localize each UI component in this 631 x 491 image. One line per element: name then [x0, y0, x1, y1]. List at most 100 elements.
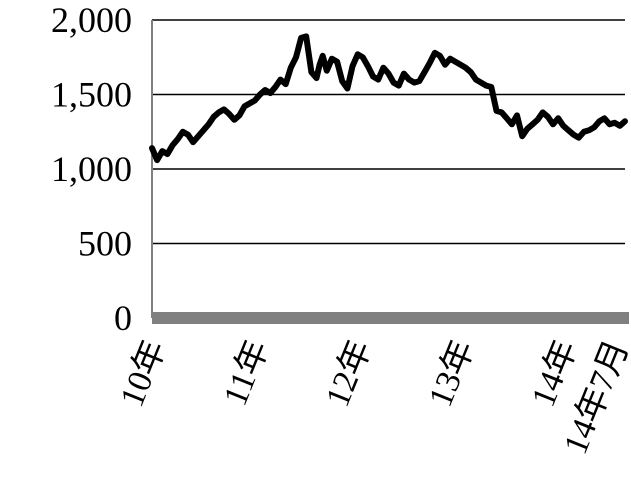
- data-point: [262, 87, 268, 93]
- data-point: [272, 84, 278, 90]
- gridlines: [152, 19, 625, 245]
- data-point: [504, 115, 510, 121]
- data-point: [159, 148, 165, 154]
- data-point: [380, 65, 386, 71]
- data-point: [350, 63, 355, 69]
- data-point: [550, 121, 556, 127]
- data-point: [211, 114, 217, 120]
- data-point: [432, 50, 438, 56]
- data-point: [447, 56, 453, 62]
- data-point: [545, 114, 551, 120]
- data-point: [365, 63, 371, 69]
- data-point: [617, 123, 623, 129]
- data-point: [576, 135, 582, 141]
- data-point: [535, 117, 541, 123]
- data-point: [293, 54, 299, 60]
- data-point: [252, 98, 258, 103]
- data-point: [437, 53, 443, 59]
- data-point: [375, 77, 381, 83]
- data-point: [463, 65, 469, 71]
- data-point: [494, 108, 499, 114]
- data-point: [344, 86, 350, 91]
- data-point: [355, 51, 361, 57]
- data-point: [406, 77, 412, 83]
- data-point: [411, 80, 417, 86]
- data-point: [170, 142, 176, 148]
- data-point: [565, 127, 571, 133]
- data-point: [236, 112, 242, 118]
- data-point: [530, 121, 535, 127]
- data-point: [324, 68, 330, 74]
- data-point: [226, 111, 232, 117]
- data-point: [509, 121, 515, 127]
- data-point: [452, 59, 458, 65]
- data-point: [195, 133, 201, 139]
- data-point: [422, 69, 427, 75]
- y-tick-label: 2,000: [51, 0, 132, 40]
- series-line: [149, 33, 628, 164]
- data-point: [360, 54, 366, 60]
- data-point: [458, 62, 463, 68]
- data-point: [180, 129, 186, 135]
- data-point: [303, 33, 309, 39]
- data-point: [200, 127, 206, 133]
- data-point: [591, 124, 597, 130]
- data-point: [540, 109, 546, 115]
- data-point: [320, 53, 326, 59]
- data-point: [473, 77, 479, 83]
- y-tick-label: 1,500: [51, 75, 132, 115]
- data-point: [154, 157, 160, 163]
- data-point: [386, 71, 391, 77]
- y-tick-labels: 2,000 1,500 1,000 500 0: [51, 0, 132, 338]
- data-point: [483, 83, 489, 89]
- data-point: [586, 127, 592, 133]
- data-point: [519, 133, 525, 139]
- data-point: [247, 100, 253, 106]
- data-point: [396, 83, 402, 89]
- data-point: [288, 65, 294, 71]
- data-point: [278, 77, 283, 83]
- data-point: [339, 78, 345, 84]
- data-point: [334, 59, 340, 65]
- data-point: [468, 69, 474, 75]
- data-point: [370, 74, 376, 80]
- data-point: [216, 109, 222, 115]
- data-point: [401, 71, 407, 77]
- data-point: [175, 136, 181, 142]
- data-point: [221, 106, 227, 112]
- data-point: [190, 139, 196, 145]
- data-point: [524, 126, 530, 132]
- data-point: [298, 35, 304, 41]
- data-point: [308, 69, 314, 75]
- data-point: [499, 109, 505, 115]
- data-point: [488, 84, 494, 90]
- data-point: [317, 62, 323, 68]
- data-point: [242, 103, 247, 109]
- data-point: [164, 151, 170, 157]
- x-tick-label: 12年: [318, 335, 379, 412]
- y-tick-label: 1,000: [51, 149, 132, 189]
- data-point: [416, 78, 422, 84]
- data-point: [427, 60, 433, 66]
- data-point: [612, 120, 618, 126]
- data-point: [601, 115, 607, 121]
- data-point: [185, 132, 191, 138]
- data-point: [283, 81, 289, 87]
- data-point: [442, 62, 448, 68]
- data-point: [391, 80, 397, 86]
- y-tick-label: 0: [114, 298, 132, 338]
- x-tick-label: 13年: [421, 335, 482, 412]
- data-point: [231, 117, 237, 123]
- data-point: [149, 145, 155, 151]
- series-points: [149, 33, 628, 163]
- data-point: [596, 118, 602, 124]
- data-point: [257, 92, 263, 97]
- data-point: [478, 80, 484, 86]
- x-tick-label: 11年: [216, 335, 276, 411]
- y-tick-label: 500: [78, 224, 132, 264]
- zero-baseline-band: [152, 312, 629, 324]
- data-point: [514, 112, 520, 118]
- x-tick-label: 10年: [113, 335, 174, 412]
